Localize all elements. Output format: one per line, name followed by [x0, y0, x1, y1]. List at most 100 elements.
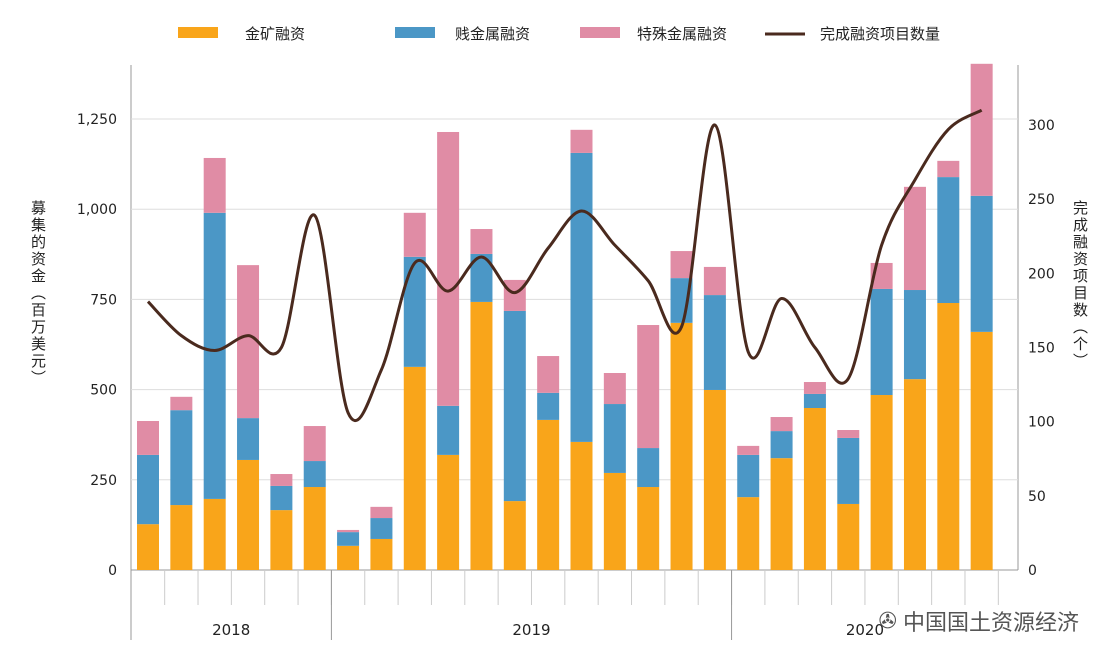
bar-base-metal: [270, 485, 293, 511]
bar-gold: [503, 501, 526, 570]
y-axis-label: 募集的资金（百万美元）: [29, 200, 47, 387]
bar-special-metal: [237, 265, 260, 419]
bar-special-metal: [670, 251, 693, 279]
y2-tick-label: 50: [1028, 489, 1046, 505]
bar-special-metal: [203, 157, 226, 213]
bar-special-metal: [170, 396, 193, 411]
bar-special-metal: [470, 229, 493, 254]
bar-special-metal: [637, 325, 660, 449]
bar-base-metal: [970, 195, 993, 332]
bar-special-metal: [737, 445, 760, 455]
bar-gold: [637, 487, 660, 570]
bar-special-metal: [370, 506, 393, 519]
bar-base-metal: [703, 295, 726, 390]
legend-swatch: [395, 27, 435, 38]
bar-gold: [803, 408, 826, 570]
bar-base-metal: [203, 212, 226, 499]
legend-item: 贱金属融资: [395, 25, 530, 43]
year-label: 2019: [512, 621, 550, 639]
y2-tick-label: 100: [1028, 415, 1055, 431]
bar-gold: [670, 322, 693, 570]
bar-special-metal: [937, 160, 960, 178]
bar-special-metal: [803, 382, 826, 394]
legend-swatch: [580, 27, 620, 38]
bar-special-metal: [437, 131, 460, 406]
bar-gold: [303, 487, 326, 570]
bar-gold: [603, 472, 626, 570]
bar-special-metal: [970, 63, 993, 196]
bar-base-metal: [670, 278, 693, 323]
y-tick-label: 1,000: [77, 202, 117, 218]
line-project-count: [146, 108, 983, 422]
watermark: ✇ 中国国土资源经济: [879, 605, 1079, 637]
bar-base-metal: [437, 405, 460, 455]
year-label: 2020: [846, 621, 884, 639]
bar-special-metal: [703, 266, 726, 296]
bar-gold: [437, 454, 460, 570]
bar-gold: [403, 366, 426, 570]
bar-base-metal: [870, 288, 893, 396]
bar-base-metal: [503, 310, 526, 502]
y2-tick-label: 150: [1028, 341, 1055, 357]
watermark-text: 中国国土资源经济: [902, 611, 1079, 636]
bar-base-metal: [937, 177, 960, 304]
legend-label: 金矿融资: [245, 25, 305, 43]
y-tick-label: 0: [108, 563, 117, 579]
bar-special-metal: [770, 417, 793, 432]
bar-special-metal: [137, 420, 159, 455]
bar-base-metal: [237, 418, 260, 460]
bar-special-metal: [903, 186, 926, 291]
y-tick-label: 250: [90, 473, 117, 489]
bar-base-metal: [403, 256, 426, 367]
bar-gold: [903, 379, 926, 570]
bar-special-metal: [837, 430, 860, 438]
y2-tick-label: 0: [1028, 563, 1037, 579]
bar-base-metal: [570, 152, 593, 442]
y2-tick-label: 300: [1028, 118, 1055, 134]
legend-item: 完成融资项目数量: [765, 25, 940, 43]
legend-item: 特殊金属融资: [580, 25, 727, 43]
bar-gold: [837, 503, 860, 570]
bar-gold: [937, 303, 960, 570]
bar-base-metal: [303, 461, 326, 488]
bar-gold: [570, 441, 593, 570]
bar-gold: [270, 510, 293, 570]
y2-tick-label: 200: [1028, 266, 1055, 282]
bar-base-metal: [170, 410, 193, 506]
bar-base-metal: [837, 437, 860, 504]
y-tick-label: 1,250: [77, 112, 117, 128]
y-tick-label: 500: [90, 383, 117, 399]
y2-tick-label: 250: [1028, 192, 1055, 208]
bar-base-metal: [337, 532, 360, 546]
bar-base-metal: [737, 454, 760, 498]
legend-label: 完成融资项目数量: [820, 25, 940, 43]
bar-gold: [770, 458, 793, 570]
bar-gold: [737, 497, 760, 570]
year-label: 2018: [212, 621, 250, 639]
bar-special-metal: [603, 373, 626, 405]
bar-gold: [470, 301, 493, 570]
bar-gold: [203, 498, 226, 570]
bar-special-metal: [270, 474, 293, 486]
legend-item: 金矿融资: [178, 25, 305, 43]
bar-special-metal: [537, 356, 560, 393]
bar-special-metal: [303, 426, 326, 462]
legend-label: 贱金属融资: [455, 25, 530, 43]
bar-base-metal: [137, 454, 159, 525]
bar-special-metal: [403, 212, 426, 257]
bar-gold: [370, 538, 393, 570]
bar-base-metal: [370, 518, 393, 539]
y-tick-label: 750: [90, 292, 117, 308]
bar-base-metal: [903, 290, 926, 380]
bar-gold: [137, 524, 159, 570]
bar-base-metal: [470, 253, 493, 302]
bar-gold: [337, 545, 360, 570]
bar-base-metal: [637, 448, 660, 488]
bar-base-metal: [603, 404, 626, 473]
bar-gold: [970, 331, 993, 570]
legend-label: 特殊金属融资: [637, 25, 727, 43]
bar-gold: [870, 395, 893, 570]
bar-gold: [537, 419, 560, 570]
